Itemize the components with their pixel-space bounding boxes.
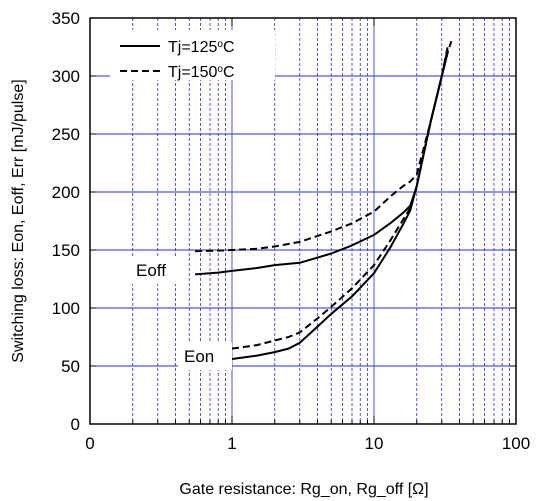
x-axis-title: Gate resistance: Rg_on, Rg_off [Ω] [179, 481, 428, 498]
annotation-eon: Eon [184, 347, 214, 366]
series-eon-dashed [231, 46, 449, 350]
series-lines [195, 40, 453, 360]
annotations: Eoff Eon [130, 256, 232, 370]
y-tick-label: 250 [52, 125, 80, 144]
y-tick-label: 150 [52, 241, 80, 260]
y-tick-label: 200 [52, 183, 80, 202]
series-eoff-solid [195, 52, 449, 276]
y-tick-label: 0 [71, 415, 80, 434]
plot-frame [89, 17, 517, 425]
grid [90, 18, 516, 424]
y-tick-label: 350 [52, 9, 80, 28]
x-tick-label: 1 [227, 434, 236, 453]
annotation-eoff: Eoff [136, 261, 166, 280]
tick-labels: 0 50 100 150 200 250 300 350 0 1 10 100 [52, 9, 531, 453]
legend-entry-dashed: Tj=150oC [168, 64, 235, 82]
legend: Tj=125oC Tj=150oC [110, 30, 275, 81]
annotation-eon-bg [178, 342, 232, 370]
y-tick-label: 300 [52, 67, 80, 86]
y-tick-label: 50 [61, 357, 80, 376]
x-tick-label: 0 [85, 434, 94, 453]
series-eon-solid [231, 49, 449, 360]
x-tick-label: 10 [365, 434, 384, 453]
annotation-eoff-bg [130, 256, 178, 284]
x-tick-label: 100 [502, 434, 530, 453]
legend-entry-solid: Tj=125oC [168, 39, 235, 57]
y-tick-label: 100 [52, 299, 80, 318]
y-axis-title: Switching loss: Eon, Eoff, Err [mJ/pulse… [10, 79, 27, 362]
